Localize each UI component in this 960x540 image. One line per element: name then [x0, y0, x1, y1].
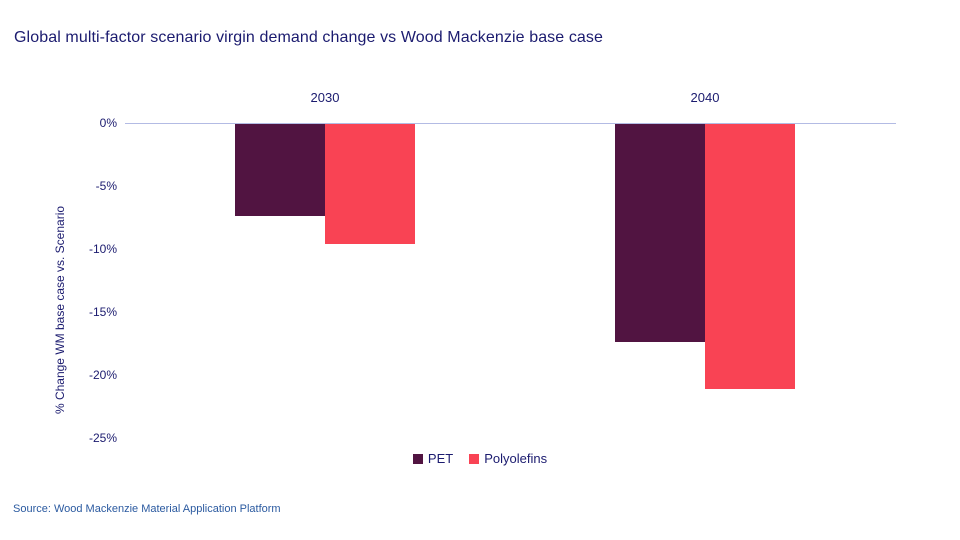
polyolefins-swatch-icon	[469, 453, 480, 464]
y-tick--10: -10%	[88, 242, 117, 256]
pet-swatch-icon	[412, 453, 423, 464]
legend-label-pet: PET	[427, 451, 454, 466]
bar-polyolefins-2030	[325, 124, 415, 244]
y-tick--15: -15%	[88, 305, 117, 319]
category-label-2030: 2030	[310, 90, 340, 105]
y-tick--20: -20%	[88, 368, 117, 382]
y-tick--5: -5%	[95, 179, 117, 193]
bar-pet-2030	[235, 124, 325, 216]
source-note: Source: Wood Mackenzie Material Applicat…	[13, 503, 281, 515]
legend-item-pet: PET	[412, 451, 454, 466]
chart-title: Global multi-factor scenario virgin dema…	[14, 29, 604, 46]
bar-pet-2040	[615, 124, 705, 342]
legend: PET Polyolefins	[0, 451, 960, 466]
legend-label-polyolefins: Polyolefins	[484, 451, 548, 466]
zero-axis-line	[125, 123, 896, 124]
legend-item-polyolefins: Polyolefins	[469, 451, 547, 466]
y-tick-0: 0%	[99, 116, 117, 130]
bar-polyolefins-2040	[705, 124, 795, 389]
y-tick--25: -25%	[88, 431, 117, 445]
category-label-2040: 2040	[690, 90, 720, 105]
